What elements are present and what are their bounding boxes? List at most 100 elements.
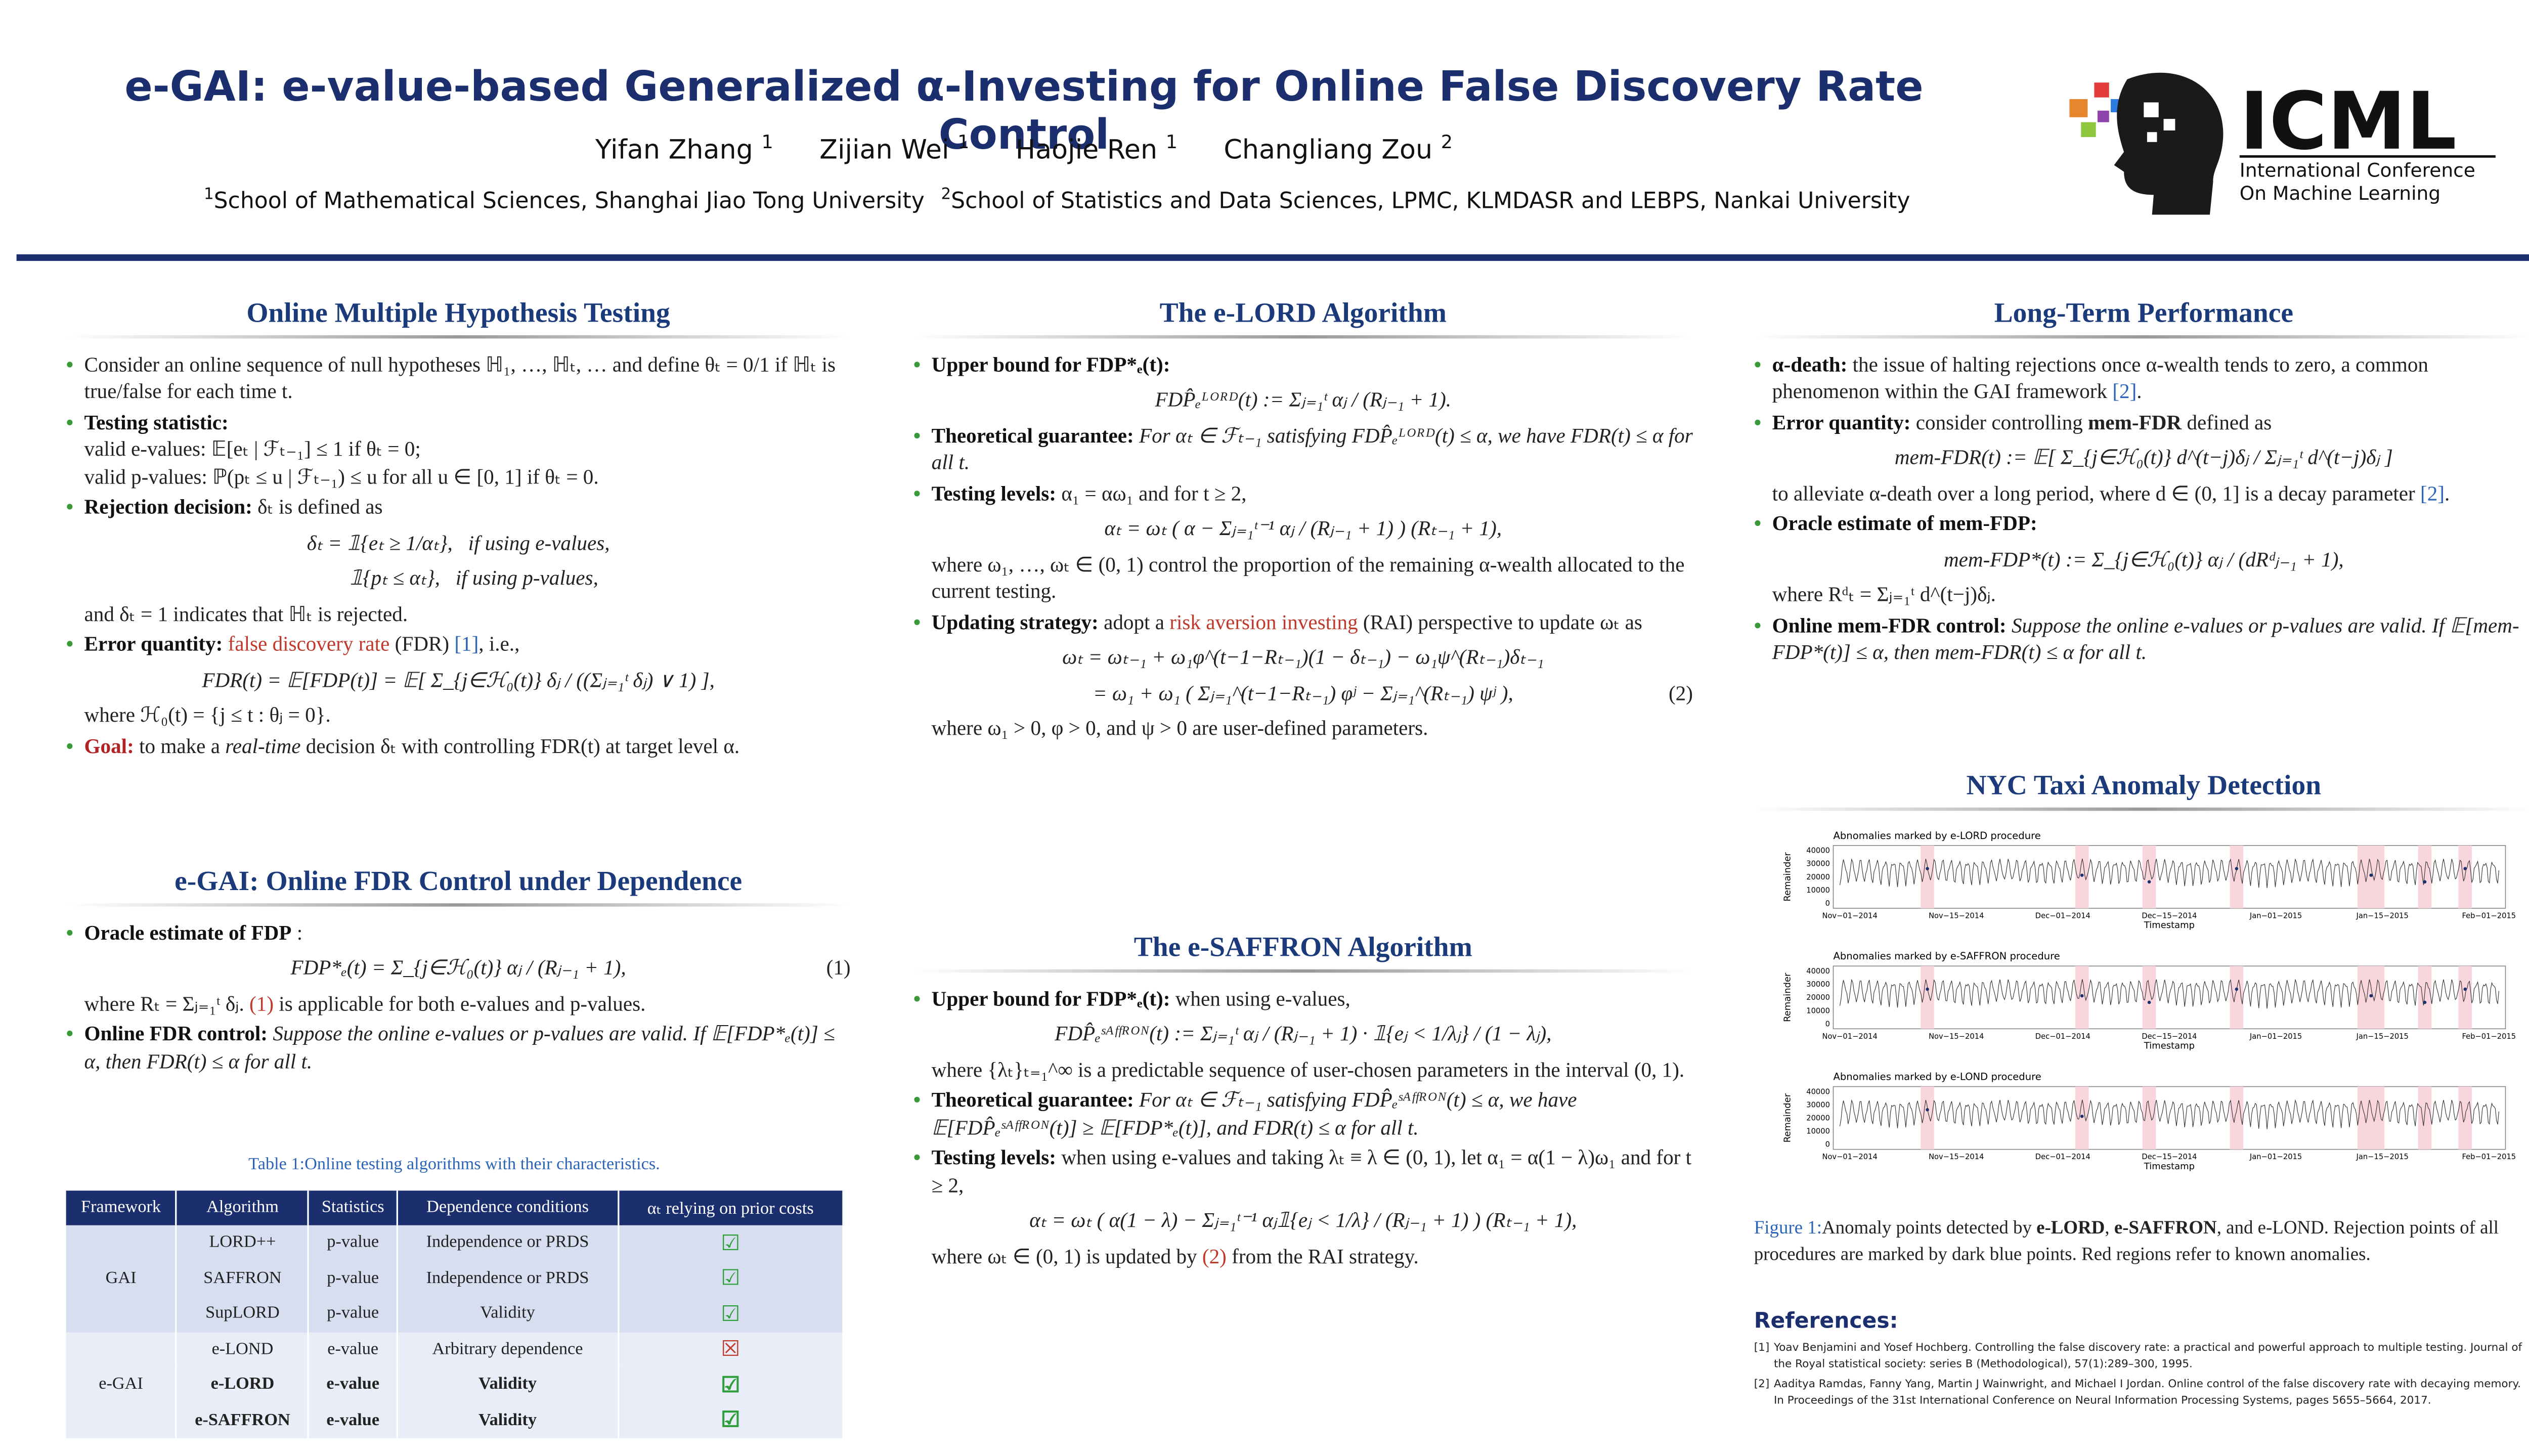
author: Changliang Zou 2 (1224, 132, 1453, 166)
cell-text: ☒ (721, 1336, 740, 1361)
text: where ωₜ ∈ (0, 1) is updated by (931, 1244, 1202, 1268)
cell-text: Arbitrary dependence (432, 1340, 583, 1359)
anomaly-region (2142, 1086, 2156, 1150)
bullet: Upper bound for FDP*ₑ(t): when using e-v… (913, 985, 1693, 1012)
text: real-time (225, 734, 301, 758)
text: = ω₁ + ω₁ ( Σⱼ₌₁^(t−1−Rₜ₋₁) φʲ − Σⱼ₌₁^(R… (1093, 681, 1513, 704)
text: α₁ = αω₁ and for t ≥ 2, (1061, 481, 1247, 505)
bullet-lead: Theoretical guarantee: (931, 423, 1134, 447)
text: where Rᵈₜ = Σⱼ₌₁ᵗ d^(t−j)δⱼ. (1772, 583, 1996, 606)
text-line: to alleviate α-death over a long period,… (1754, 480, 2529, 507)
equation: δₜ = 𝟙{eₜ ≥ 1/αₜ}, if using e-values, (66, 530, 851, 557)
y-tick-label: 10000 (1806, 886, 1830, 895)
bullet: α-death: the issue of halting rejections… (1754, 351, 2529, 406)
text-line: where ω₁ > 0, φ > 0, and ψ > 0 are user-… (913, 715, 1693, 742)
text: Anomaly points detected by (1821, 1218, 2037, 1239)
cell-text: LORD++ (209, 1234, 276, 1252)
cell-text: p-value (327, 1269, 379, 1288)
series-line (1839, 858, 2499, 889)
text: (RAI) perspective to update ωₜ as (1358, 610, 1642, 634)
text: false discovery rate (228, 632, 390, 656)
cell-text: Independence or PRDS (426, 1269, 589, 1288)
text: 𝟙{pₜ ≤ αₜ}, if using p-values, (318, 566, 598, 590)
equation-number: (1) (826, 956, 851, 980)
rejection-point (2423, 880, 2427, 884)
text: defined as (2182, 410, 2272, 434)
text-line: where Rᵈₜ = Σⱼ₌₁ᵗ d^(t−j)δⱼ. (1754, 581, 2529, 608)
plot-title: Abnomalies marked by e-LORD procedure (1833, 830, 2040, 842)
equation: FDR(t) = 𝔼[FDP(t)] = 𝔼[ Σ_{j∈ℋ₀(t)} δⱼ /… (66, 667, 851, 694)
text: where ω₁ > 0, φ > 0, and ψ > 0 are user-… (931, 717, 1428, 740)
table-row: GAI LORD++ p-value Independence or PRDS ☑ (66, 1225, 844, 1332)
text: FDP*ₑ(t) = Σ_{j∈ℋ₀(t)} αⱼ / (Rⱼ₋₁ + 1), (290, 956, 626, 980)
plot-frame (1833, 965, 2506, 1030)
rejection-point (2080, 1115, 2084, 1118)
equation: FDP*ₑ(t) = Σ_{j∈ℋ₀(t)} αⱼ / (Rⱼ₋₁ + 1), (… (66, 954, 851, 982)
text: consider controlling (1915, 410, 2088, 434)
affiliation-sup: 1 (204, 185, 214, 203)
anomaly-region (2358, 845, 2385, 908)
reference: [1] Yoav Benjamini and Yosef Hochberg. Co… (1754, 1341, 2529, 1372)
text: to alleviate α-death over a long period,… (1772, 481, 2421, 505)
plot-title: Abnomalies marked by e-SAFFRON procedure (1833, 950, 2060, 962)
x-tick-label: Dec−01−2014 (2035, 912, 2090, 920)
x-tick-label: Nov−01−2014 (1822, 1153, 1877, 1161)
text: valid p-values: ℙ(pₜ ≤ u | ℱₜ₋₁) ≤ u for… (84, 465, 599, 488)
equation-number: (2) (1668, 681, 1693, 704)
author: Zijian Wei 1 (819, 132, 969, 166)
text: and δₜ = 1 indicates that ℍₜ is rejected… (84, 602, 408, 625)
bullet-lead: Oracle estimate of mem-FDP: (1772, 512, 2037, 535)
cell-text: e-value (326, 1376, 380, 1394)
y-axis-label: Remainder (1782, 1093, 1793, 1142)
table-cell: GAI (66, 1225, 178, 1332)
text: adopt a (1104, 610, 1170, 634)
x-axis-label: Timestamp (2144, 1161, 2195, 1172)
bullet: Online mem-FDR control: Suppose the onli… (1754, 612, 2529, 667)
rejection-point (2463, 987, 2467, 991)
section-title: The e-SAFFRON Algorithm (913, 934, 1693, 972)
affiliations: 1School of Mathematical Sciences, Shangh… (33, 185, 2081, 214)
rejection-point (2235, 987, 2239, 991)
reference-text: Yoav Benjamini and Yosef Hochberg. Contr… (1773, 1341, 2522, 1370)
x-tick-label: Nov−15−2014 (1929, 912, 1984, 920)
rejection-point (2235, 867, 2239, 870)
text: Consider an online sequence of null hypo… (84, 352, 836, 403)
x-tick-label: Jan−01−2015 (2249, 1032, 2302, 1041)
author-sup: 1 (1165, 132, 1178, 154)
cell-text: e-LORD (210, 1376, 275, 1394)
text: when using e-values and taking λₜ ≡ λ ∈ … (931, 1146, 1692, 1197)
table-row: e-LORD e-value Validity ☑ (66, 1367, 844, 1403)
logo-line: International Conference (2240, 159, 2475, 181)
bullet-lead: Updating strategy: (931, 610, 1099, 634)
y-tick-label: 30000 (1806, 860, 1830, 868)
x-tick-label: Jan−01−2015 (2249, 912, 2302, 920)
rejection-point (2369, 994, 2373, 998)
table: Framework Algorithm Statistics Dependence c… (66, 1190, 844, 1439)
x-tick-label: Dec−15−2014 (2142, 912, 2197, 920)
section-title: Online Multiple Hypothesis Testing (66, 299, 851, 338)
section: e-GAI: Online FDR Control under Dependen… (66, 867, 851, 1075)
bullet-lead: Online mem-FDR control: (1772, 613, 2007, 637)
text: (2) (1202, 1244, 1227, 1268)
logo-name: ICML (2240, 75, 2457, 167)
text: mem-FDR(t) := 𝔼[ Σ_{j∈ℋ₀(t)} d^(t−j)δⱼ /… (1894, 446, 2393, 469)
x-tick-label: Feb−01−2015 (2462, 912, 2516, 920)
bullet-lead: Testing statistic: (84, 410, 229, 434)
text: δₜ = 𝟙{eₜ ≥ 1/αₜ}, if using e-values, (307, 531, 610, 554)
cell-text: Independence or PRDS (426, 1234, 589, 1252)
text: e-SAFFRON (2114, 1218, 2217, 1239)
y-tick-label: 20000 (1806, 993, 1830, 1002)
anomaly-region (2418, 845, 2432, 908)
cell-text: ☑ (721, 1372, 740, 1397)
cell-text: e-SAFFRON (195, 1411, 290, 1430)
x-tick-label: Feb−01−2015 (2462, 1153, 2516, 1161)
table-header: αₜ relying on prior costs (618, 1190, 844, 1225)
table-cell: e-GAI (66, 1332, 178, 1439)
text: (1) (249, 991, 274, 1015)
x-tick-label: Dec−15−2014 (2142, 1153, 2197, 1161)
equation: FDP̂ₑᴸᴼᴿᴰ(t) := Σⱼ₌₁ᵗ αⱼ / (Rⱼ₋₁ + 1). (913, 386, 1693, 414)
bullet: Online FDR control: Suppose the online e… (66, 1021, 851, 1075)
anomaly-region (2142, 966, 2156, 1029)
affiliation: 2School of Statistics and Data Sciences,… (941, 185, 1910, 214)
anomaly-region (2358, 1086, 2385, 1150)
